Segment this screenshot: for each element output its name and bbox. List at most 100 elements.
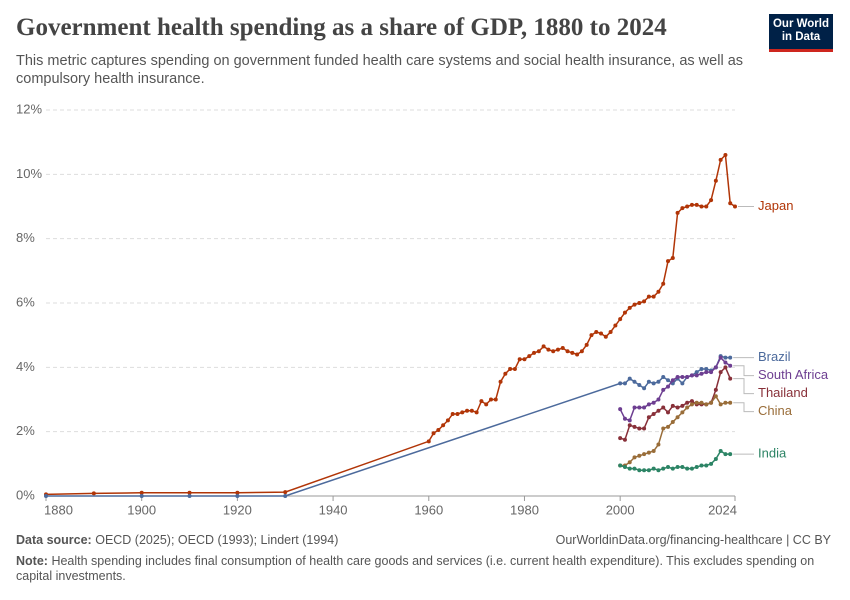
- data-point: [661, 426, 666, 431]
- data-point: [689, 399, 694, 404]
- data-point: [670, 378, 675, 383]
- data-point: [670, 466, 675, 471]
- data-point: [680, 410, 685, 415]
- data-point: [622, 416, 627, 421]
- data-point: [728, 201, 733, 206]
- source-label: Data source:: [16, 533, 92, 547]
- data-point: [723, 452, 728, 457]
- data-point: [627, 423, 632, 428]
- data-point: [646, 450, 651, 455]
- data-point: [139, 494, 144, 498]
- data-point: [441, 423, 446, 428]
- data-point: [666, 424, 671, 429]
- data-point: [675, 405, 680, 410]
- data-point: [283, 494, 288, 498]
- data-point: [666, 378, 671, 383]
- data-point: [689, 466, 694, 471]
- x-tick-label: 1880: [44, 502, 73, 517]
- series-label: Thailand: [758, 385, 808, 400]
- source-text: OECD (2025); OECD (1993); Lindert (1994): [95, 533, 339, 547]
- series-line: [619, 449, 731, 472]
- data-point: [555, 347, 560, 352]
- data-point: [666, 410, 671, 415]
- data-point: [622, 381, 627, 386]
- data-point: [560, 346, 565, 351]
- data-point: [656, 289, 661, 294]
- data-point: [656, 379, 661, 384]
- data-point: [632, 424, 637, 429]
- data-point: [613, 323, 618, 328]
- data-point: [488, 397, 493, 402]
- data-point: [713, 365, 718, 370]
- data-point: [694, 373, 699, 378]
- data-point: [622, 310, 627, 315]
- data-point: [575, 352, 580, 357]
- data-point: [680, 374, 685, 379]
- data-point: [627, 418, 632, 423]
- data-point: [618, 317, 623, 322]
- chart-subtitle: This metric captures spending on governm…: [16, 53, 744, 87]
- data-point: [632, 455, 637, 460]
- data-point: [718, 448, 723, 453]
- data-point: [685, 466, 690, 471]
- data-point: [685, 374, 690, 379]
- data-point: [646, 294, 651, 299]
- data-point: [431, 431, 436, 436]
- data-point: [709, 400, 714, 405]
- data-point: [656, 397, 661, 402]
- url[interactable]: OurWorldinData.org/financing-healthcare …: [555, 533, 831, 547]
- data-point: [675, 374, 680, 379]
- data-point: [445, 418, 450, 423]
- x-tick-label: 1900: [127, 502, 156, 517]
- data-point: [651, 448, 656, 453]
- data-point: [646, 468, 651, 473]
- data-point: [474, 410, 479, 415]
- data-point: [709, 461, 714, 466]
- data-point: [666, 465, 671, 470]
- data-point: [551, 349, 556, 354]
- data-point: [728, 400, 733, 405]
- data-point: [493, 397, 498, 402]
- chart-title: Government health spending as a share of…: [16, 14, 667, 41]
- data-point: [139, 490, 144, 495]
- data-point: [484, 402, 489, 407]
- data-point: [704, 370, 709, 375]
- data-point: [618, 381, 623, 386]
- data-point: [91, 491, 96, 496]
- y-tick-label: 8%: [16, 230, 35, 245]
- data-point: [656, 442, 661, 447]
- data-point: [704, 366, 709, 371]
- series-line: [46, 355, 731, 497]
- data-point: [637, 426, 642, 431]
- data-point: [522, 357, 527, 362]
- data-point: [689, 373, 694, 378]
- data-point: [632, 302, 637, 307]
- data-point: [713, 178, 718, 183]
- data-point: [627, 466, 632, 471]
- data-point: [651, 381, 656, 386]
- data-point: [283, 490, 288, 495]
- data-point: [589, 333, 594, 338]
- data-point: [546, 347, 551, 352]
- x-tick-label: 1960: [414, 502, 443, 517]
- logo[interactable]: Our World in Data: [769, 14, 833, 52]
- data-point: [642, 468, 647, 473]
- data-point: [699, 371, 704, 376]
- x-tick-label: 1920: [223, 502, 252, 517]
- data-point: [646, 379, 651, 384]
- data-point: [651, 400, 656, 405]
- data-point: [689, 402, 694, 407]
- data-point: [699, 400, 704, 405]
- data-point: [651, 294, 656, 299]
- data-point: [685, 400, 690, 405]
- data-point: [579, 349, 584, 354]
- data-point: [728, 452, 733, 457]
- data-point: [632, 466, 637, 471]
- data-point: [651, 411, 656, 416]
- data-point: [723, 360, 728, 365]
- series-label: Japan: [758, 198, 793, 213]
- data-point: [675, 465, 680, 470]
- series-label: South Africa: [758, 367, 829, 382]
- data-point: [450, 411, 455, 416]
